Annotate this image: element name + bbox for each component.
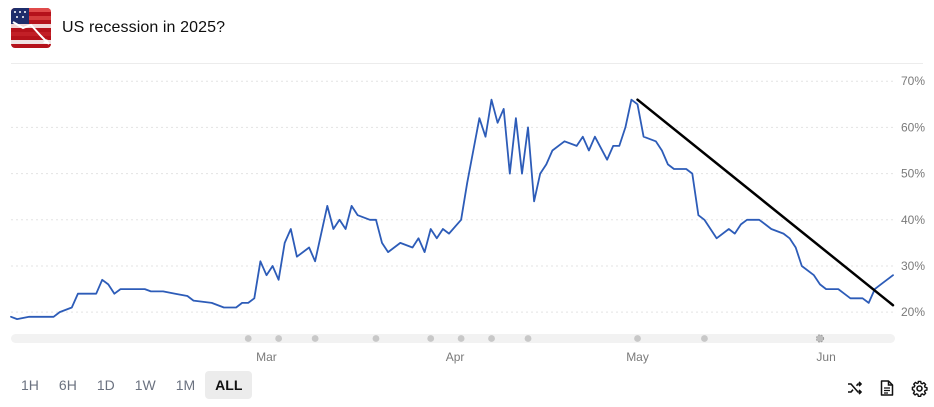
event-marker[interactable] (311, 335, 319, 342)
timeframe-all-button[interactable]: ALL (205, 371, 253, 399)
flag-chart-icon (11, 8, 51, 48)
event-marker[interactable] (488, 335, 495, 342)
market-thumbnail (11, 8, 51, 48)
x-tick-label: May (626, 350, 649, 364)
trend-line-annotation (636, 98, 895, 307)
probability-chart[interactable]: 20% 30% 40% 50% 60% 70% Mar Apr May Jun (0, 64, 934, 370)
y-tick-label: 30% (901, 259, 925, 273)
event-marker[interactable] (457, 335, 465, 342)
gear-icon (911, 380, 928, 397)
market-header: US recession in 2025? (11, 8, 225, 48)
chart-tools (846, 379, 928, 397)
event-marker[interactable] (427, 335, 435, 342)
event-marker[interactable] (815, 334, 825, 343)
x-axis: Mar Apr May Jun (244, 334, 836, 364)
y-tick-label: 20% (901, 305, 925, 319)
y-tick-label: 40% (901, 213, 925, 227)
y-tick-label: 60% (901, 120, 925, 134)
event-marker[interactable] (244, 335, 252, 342)
timeframe-6h-button[interactable]: 6H (49, 371, 87, 399)
shuffle-button[interactable] (846, 379, 864, 397)
y-tick-label: 50% (901, 167, 925, 181)
event-marker[interactable] (275, 335, 283, 342)
grid-layer (11, 80, 893, 313)
market-title: US recession in 2025? (62, 19, 226, 36)
document-icon (880, 380, 894, 396)
timeframe-1w-button[interactable]: 1W (125, 371, 166, 399)
x-tick-label: Mar (256, 350, 277, 364)
settings-button[interactable] (910, 379, 928, 397)
x-tick-label: Apr (446, 350, 465, 364)
event-marker[interactable] (524, 335, 532, 342)
timeframe-1m-button[interactable]: 1M (166, 371, 205, 399)
document-button[interactable] (878, 379, 896, 397)
header-divider (11, 63, 923, 64)
timeframe-1h-button[interactable]: 1H (11, 371, 49, 399)
shuffle-icon (848, 381, 863, 395)
x-tick-label: Jun (816, 350, 835, 364)
timeframe-1d-button[interactable]: 1D (87, 371, 125, 399)
event-marker[interactable] (634, 335, 641, 342)
timeframe-selector: 1H 6H 1D 1W 1M ALL (11, 371, 253, 399)
series-line-yes (10, 98, 894, 320)
timeline-scrubber-track[interactable] (11, 334, 895, 343)
y-tick-label: 70% (901, 74, 925, 88)
event-marker[interactable] (701, 335, 708, 342)
event-marker[interactable] (372, 335, 380, 342)
y-axis: 20% 30% 40% 50% 60% 70% (901, 74, 925, 319)
